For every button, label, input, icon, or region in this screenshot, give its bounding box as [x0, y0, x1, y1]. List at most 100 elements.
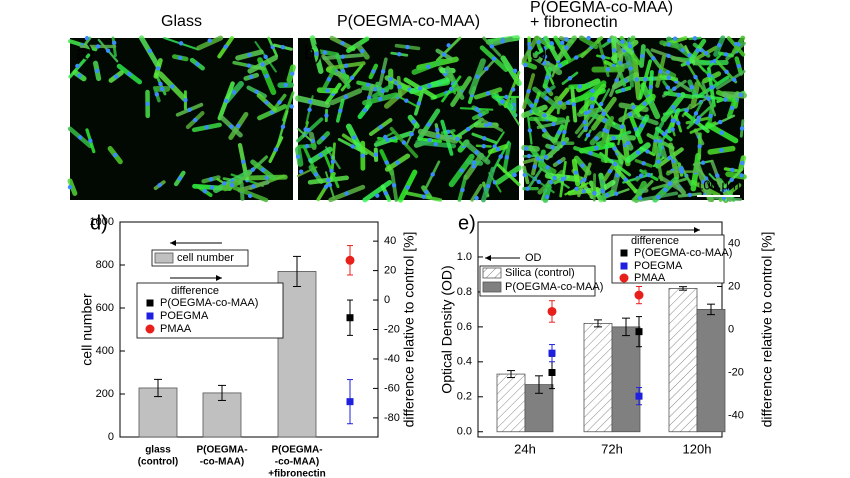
nucleus [556, 130, 562, 135]
nucleus [695, 48, 700, 53]
nucleus [621, 87, 626, 93]
nucleus [229, 124, 234, 129]
nucleus [183, 97, 188, 103]
nucleus [405, 185, 410, 190]
nucleus [498, 154, 503, 159]
nucleus [283, 82, 288, 88]
nucleus [375, 193, 380, 198]
nucleus [478, 112, 483, 118]
nucleus [489, 44, 494, 49]
nucleus [340, 54, 346, 59]
nucleus [113, 74, 119, 79]
nucleus [441, 52, 447, 57]
nucleus [177, 176, 182, 181]
nucleus [178, 41, 184, 46]
image-title: P(OEGMA-co-MAA) [530, 0, 673, 16]
nucleus [360, 153, 365, 158]
nucleus [405, 44, 410, 50]
nucleus [155, 66, 161, 71]
legend-arrowhead [216, 275, 222, 281]
nucleus [446, 43, 451, 48]
nucleus [378, 124, 383, 130]
nucleus [187, 107, 192, 112]
nucleus [159, 86, 165, 92]
nucleus [95, 44, 101, 49]
legend-arrowhead [485, 255, 491, 261]
nucleus [724, 69, 729, 75]
cell [611, 36, 634, 55]
nucleus [687, 192, 692, 198]
marker [620, 249, 628, 257]
nucleus [739, 160, 745, 166]
legend-swatch [482, 267, 502, 279]
legend-label: PMAA [160, 323, 192, 335]
legend-title: OD [525, 252, 542, 264]
nucleus [273, 147, 279, 152]
nucleus [327, 182, 333, 188]
legend-swatch [482, 281, 502, 293]
nucleus [679, 166, 684, 171]
nucleus [459, 168, 464, 173]
nucleus [532, 164, 537, 169]
nucleus [202, 189, 208, 194]
nucleus [481, 143, 486, 149]
nucleus [620, 124, 625, 129]
nucleus [251, 184, 256, 189]
nucleus [641, 161, 646, 166]
nucleus [397, 52, 402, 57]
cell [470, 183, 483, 202]
nucleus [679, 169, 685, 174]
nucleus [589, 104, 595, 109]
nucleus [666, 42, 672, 47]
nucleus [449, 86, 454, 92]
nucleus [729, 105, 735, 111]
nucleus [536, 39, 541, 45]
nucleus [585, 133, 591, 138]
nucleus [607, 169, 613, 174]
nucleus [474, 106, 479, 112]
nucleus [670, 118, 675, 123]
nucleus [471, 164, 477, 169]
nucleus [325, 88, 330, 93]
nucleus [157, 182, 162, 188]
nucleus [491, 56, 497, 61]
nucleus [721, 188, 726, 193]
nucleus [565, 100, 571, 105]
nucleus [298, 169, 304, 174]
nucleus [418, 86, 423, 91]
nucleus [249, 74, 254, 79]
nucleus [307, 107, 312, 112]
nucleus [378, 96, 383, 102]
nucleus [384, 160, 389, 165]
nucleus [560, 176, 566, 182]
nucleus [321, 135, 326, 141]
panel-label: b) [304, 42, 322, 64]
nucleus [672, 86, 677, 91]
nucleus [247, 193, 253, 199]
nucleus [552, 175, 557, 181]
nucleus [732, 77, 737, 83]
nucleus [580, 163, 585, 168]
nucleus [343, 94, 349, 99]
y-tick-label: 1.0 [457, 251, 472, 263]
y-tick-label: 0.4 [457, 356, 472, 368]
nucleus [706, 96, 711, 101]
nucleus [495, 146, 501, 152]
nucleus [94, 68, 100, 74]
nucleus [383, 191, 389, 196]
y-axis-label: Optical Density (OD) [439, 265, 455, 393]
legend-arrowhead [694, 227, 700, 233]
nucleus [628, 66, 633, 71]
nucleus [435, 134, 441, 139]
nucleus [330, 159, 336, 164]
image-title: + fibronectin [530, 14, 618, 31]
nucleus [112, 40, 117, 46]
nucleus [601, 54, 606, 60]
nucleus [638, 173, 644, 178]
nucleus [583, 110, 589, 116]
nucleus [693, 111, 699, 116]
nucleus [193, 117, 198, 123]
nucleus [736, 42, 741, 47]
nucleus [567, 76, 573, 81]
nucleus [416, 101, 422, 106]
